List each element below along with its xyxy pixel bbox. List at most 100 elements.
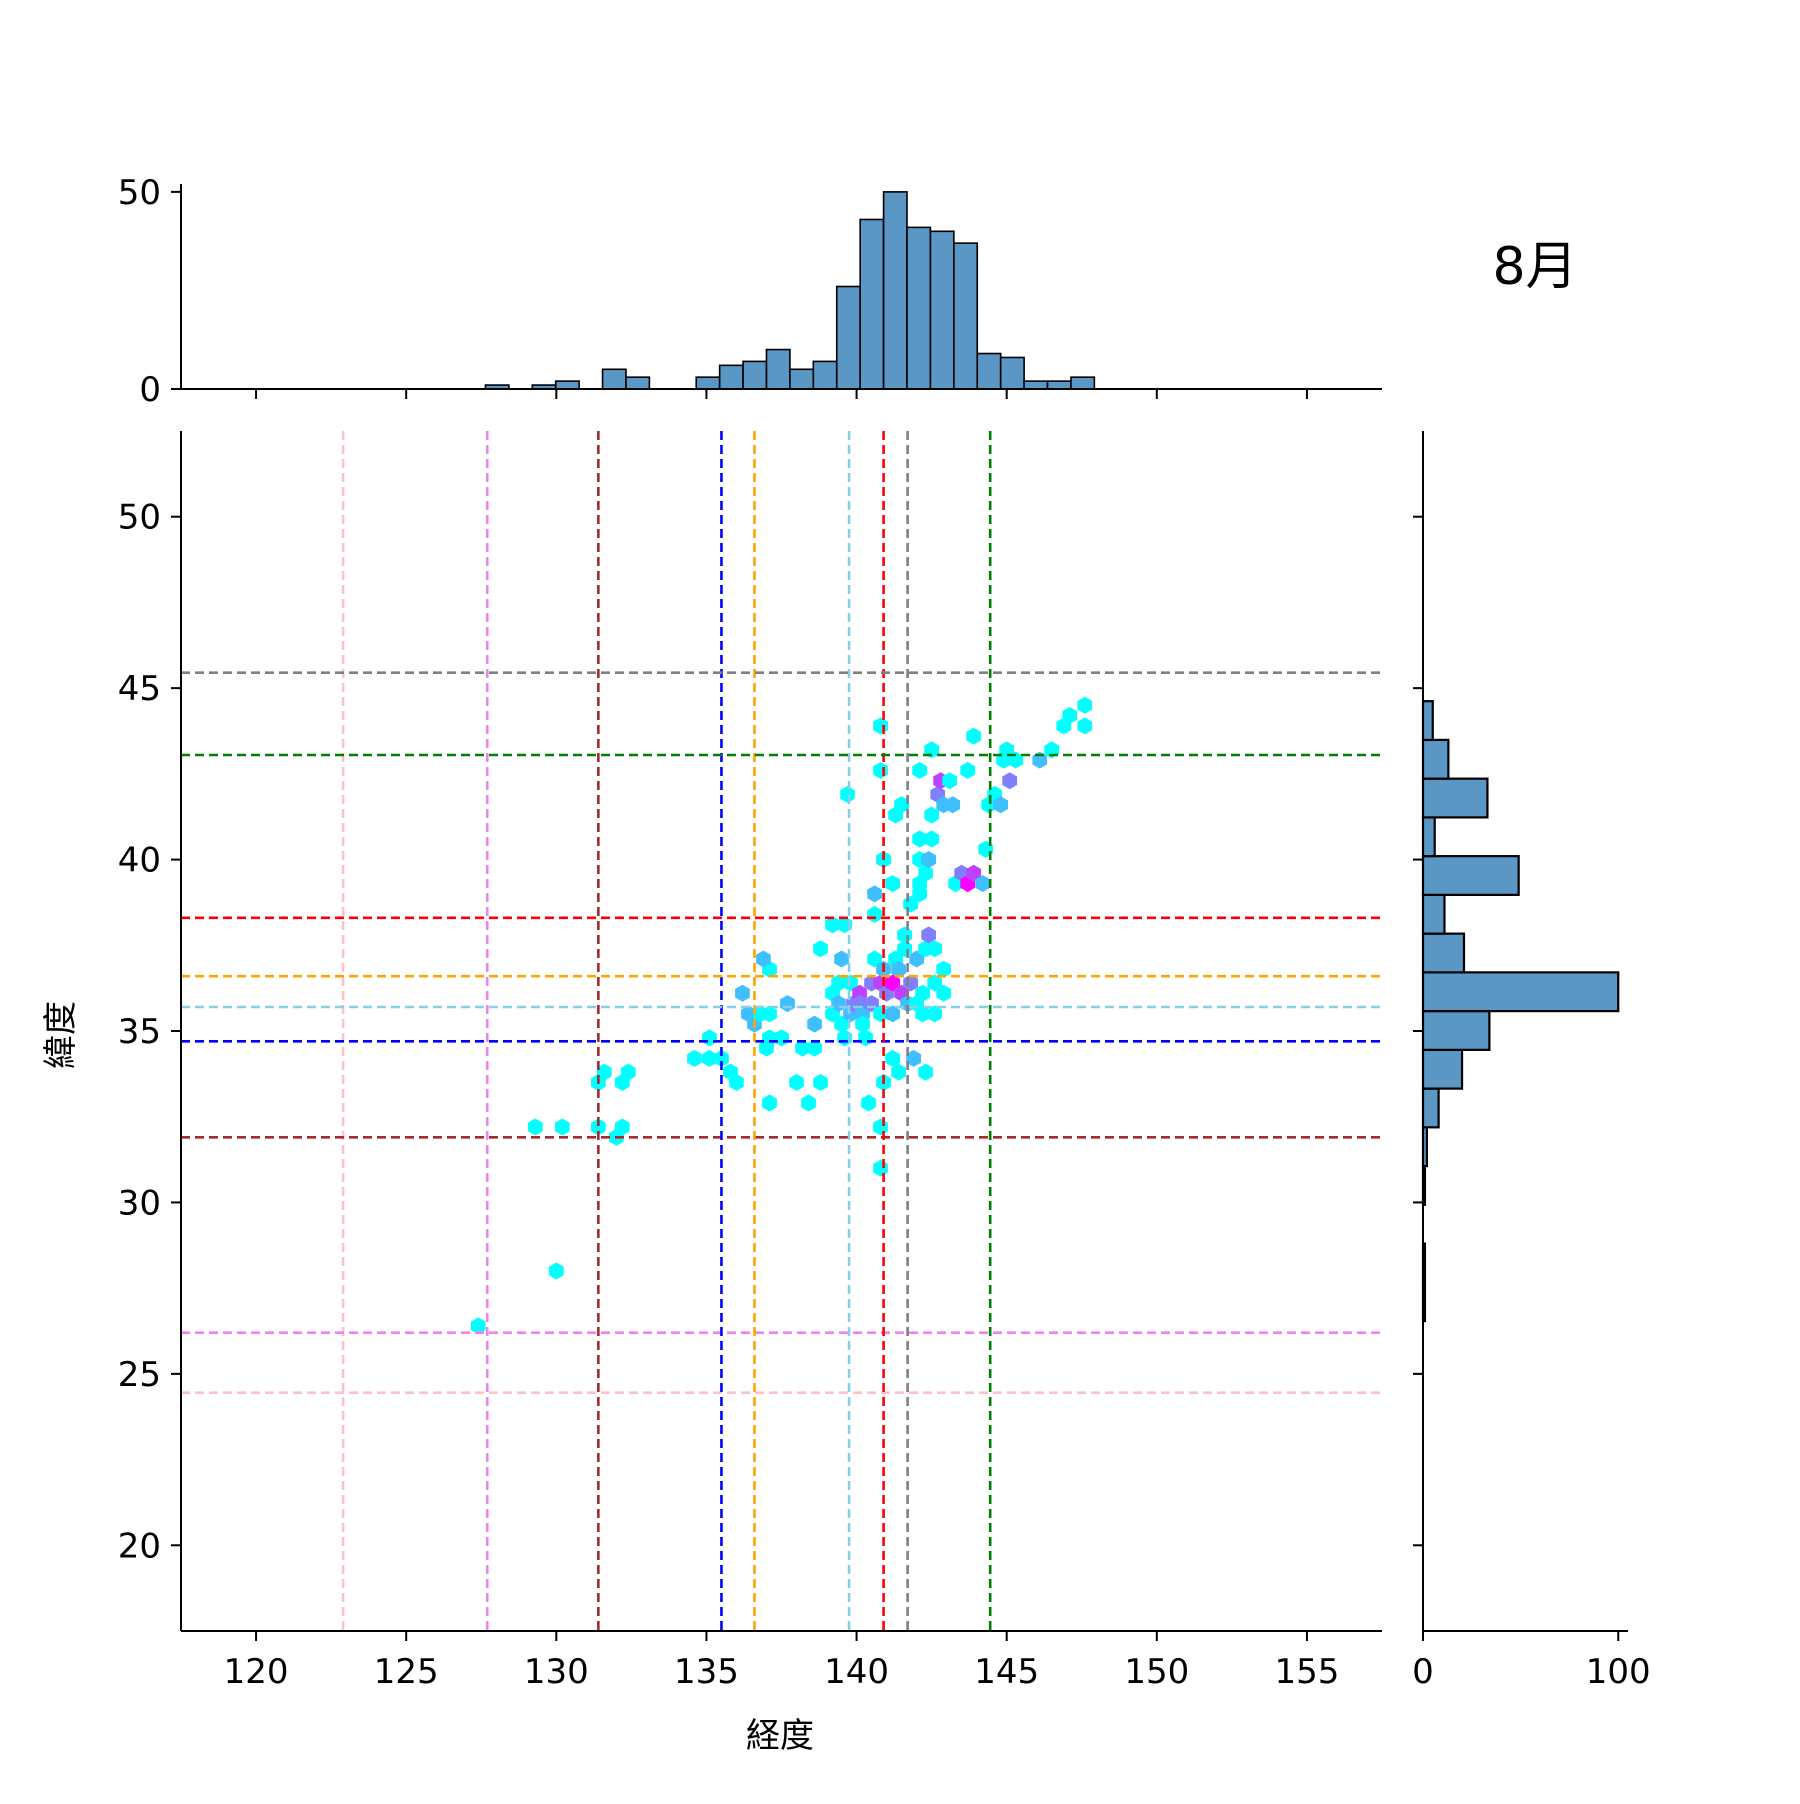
x-tick-label: 140 xyxy=(824,1652,889,1692)
hex-cell xyxy=(885,1049,900,1067)
hex-cell xyxy=(714,1049,729,1067)
hex-cell xyxy=(801,1094,816,1112)
top-hist-tick-label: 50 xyxy=(118,173,161,213)
hexbin-layer xyxy=(470,696,1093,1335)
hex-cell xyxy=(927,974,942,992)
hex-cell xyxy=(1002,772,1018,790)
y-tick-label: 35 xyxy=(118,1012,161,1052)
x-tick-label: 155 xyxy=(1274,1652,1339,1692)
longitude-bar xyxy=(953,242,979,390)
hex-cell xyxy=(936,984,951,1002)
longitude-bar xyxy=(882,191,908,390)
x-tick-label: 125 xyxy=(374,1652,439,1692)
hex-cell xyxy=(1077,696,1093,714)
hex-cell xyxy=(873,717,888,735)
x-tick-label: 135 xyxy=(674,1652,739,1692)
hex-cell xyxy=(975,875,990,893)
hex-cell xyxy=(873,1159,888,1177)
hex-cell xyxy=(891,960,906,978)
hex-cell xyxy=(960,761,975,779)
latitude-histogram xyxy=(1421,700,1620,1323)
longitude-bar xyxy=(695,376,721,390)
hex-cell xyxy=(867,950,882,968)
hex-cell xyxy=(780,995,795,1013)
hex-cell xyxy=(591,1118,606,1136)
hex-cell xyxy=(825,916,840,934)
y-tick-label: 45 xyxy=(118,669,161,709)
hex-cell xyxy=(729,1073,744,1091)
hex-cell xyxy=(1077,717,1093,735)
longitude-bar xyxy=(742,360,768,390)
longitude-bar xyxy=(976,352,1002,390)
hex-cell xyxy=(945,796,960,814)
hex-cell xyxy=(873,761,888,779)
x-tick-label: 150 xyxy=(1124,1652,1189,1692)
hex-cell xyxy=(867,885,882,903)
longitude-bar xyxy=(1023,380,1049,390)
y-tick-label: 40 xyxy=(118,841,161,881)
tick-labels: 120 125 130 135 140 145 150 155 20 25 30 35 40 45 50 0 5… xyxy=(118,173,1651,1692)
hex-cell xyxy=(924,830,939,848)
hex-cell xyxy=(549,1262,564,1280)
latitude-bar xyxy=(1421,1087,1440,1129)
hex-cell xyxy=(687,1049,702,1067)
latitude-bar xyxy=(1421,855,1520,896)
hex-cell xyxy=(915,984,930,1002)
axes xyxy=(171,184,1628,1641)
right-hist-tick-label: 0 xyxy=(1412,1652,1434,1692)
hex-cell xyxy=(921,926,936,944)
hex-cell xyxy=(942,772,957,790)
longitude-bar xyxy=(718,364,744,390)
hex-cell xyxy=(702,1049,717,1067)
hex-cell xyxy=(894,796,909,814)
latitude-bar xyxy=(1421,971,1620,1013)
hex-cell xyxy=(1062,707,1078,725)
x-axis-label: 経度 xyxy=(746,1716,814,1756)
y-tick-label: 20 xyxy=(118,1526,161,1566)
hex-cell xyxy=(918,1063,933,1081)
hex-cell xyxy=(774,1029,789,1047)
longitude-bar xyxy=(859,218,885,390)
hex-cell xyxy=(527,1118,543,1136)
hex-cell xyxy=(855,1015,870,1033)
hex-cell xyxy=(807,1039,822,1057)
longitude-bar xyxy=(1070,376,1096,390)
hex-cell xyxy=(918,864,933,882)
longitude-bar xyxy=(929,230,955,390)
hex-cell xyxy=(966,727,981,745)
longitude-bar xyxy=(554,380,580,390)
hex-cell xyxy=(912,830,927,848)
hex-cell xyxy=(615,1118,630,1136)
longitude-bar xyxy=(906,226,932,390)
hex-cell xyxy=(924,806,939,824)
hex-cell xyxy=(912,761,927,779)
hex-cell xyxy=(470,1317,486,1335)
hex-cell xyxy=(789,1073,804,1091)
hex-cell xyxy=(834,950,849,968)
hex-cell xyxy=(885,875,900,893)
longitude-bar xyxy=(999,356,1025,390)
longitude-bar xyxy=(601,368,627,390)
hex-cell xyxy=(831,974,846,992)
x-tick-label: 145 xyxy=(974,1652,1039,1692)
hex-cell xyxy=(597,1063,612,1081)
hex-cell xyxy=(861,1094,876,1112)
hex-cell xyxy=(927,1005,942,1023)
longitude-bar xyxy=(789,368,815,390)
x-tick-label: 120 xyxy=(224,1652,289,1692)
hex-cell xyxy=(858,1029,873,1047)
latitude-bar xyxy=(1421,738,1450,780)
hex-cell xyxy=(762,1094,777,1112)
x-tick-label: 130 xyxy=(524,1652,589,1692)
hex-cell xyxy=(921,851,936,869)
latitude-bar xyxy=(1421,932,1466,974)
hex-cell xyxy=(813,940,828,958)
hex-cell xyxy=(885,1005,900,1023)
right-hist-tick-label: 100 xyxy=(1586,1652,1651,1692)
hex-cell xyxy=(966,864,981,882)
longitude-histogram xyxy=(484,191,1096,390)
hex-cell xyxy=(873,1118,888,1136)
top-hist-tick-label: 0 xyxy=(139,370,161,410)
